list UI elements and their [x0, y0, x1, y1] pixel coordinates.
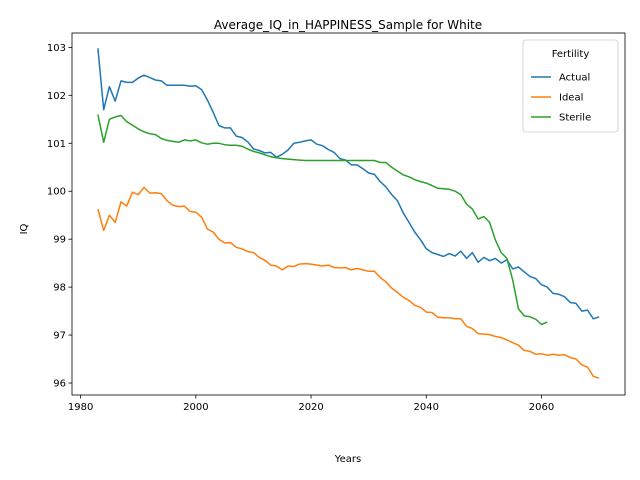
series-line-actual	[97, 48, 600, 320]
legend-title: Fertility	[552, 49, 590, 60]
x-axis-label: Years	[334, 454, 361, 465]
x-tick-label: 2060	[529, 402, 554, 413]
x-tick-label: 2000	[183, 402, 208, 413]
y-tick-label: 101	[47, 139, 66, 150]
legend-label-ideal: Ideal	[559, 93, 583, 104]
legend-label-sterile: Sterile	[559, 113, 591, 124]
plot-area	[97, 48, 600, 379]
y-axis: 96 97 98 99 100 101 102 103	[47, 43, 72, 390]
chart-title: Average_IQ_in_HAPPINESS_Sample for White	[214, 18, 482, 32]
legend: Fertility Actual Ideal Sterile	[522, 39, 619, 133]
x-tick-label: 2020	[298, 402, 323, 413]
plot-frame	[71, 32, 626, 396]
legend-box	[522, 39, 619, 133]
x-tick-label: 2040	[414, 402, 439, 413]
series-line-sterile	[97, 114, 548, 326]
legend-label-actual: Actual	[559, 73, 590, 84]
y-tick-label: 99	[53, 235, 66, 246]
y-tick-label: 102	[47, 91, 66, 102]
y-tick-label: 97	[53, 331, 66, 342]
y-axis-label: IQ	[19, 223, 30, 234]
x-axis: 1980 2000 2020 2040 2060	[68, 395, 554, 413]
series-line-ideal	[97, 186, 600, 379]
y-tick-label: 96	[53, 379, 66, 390]
y-tick-label: 98	[53, 283, 66, 294]
y-tick-label: 100	[47, 187, 66, 198]
x-tick-label: 1980	[68, 402, 93, 413]
y-tick-label: 103	[47, 43, 66, 54]
